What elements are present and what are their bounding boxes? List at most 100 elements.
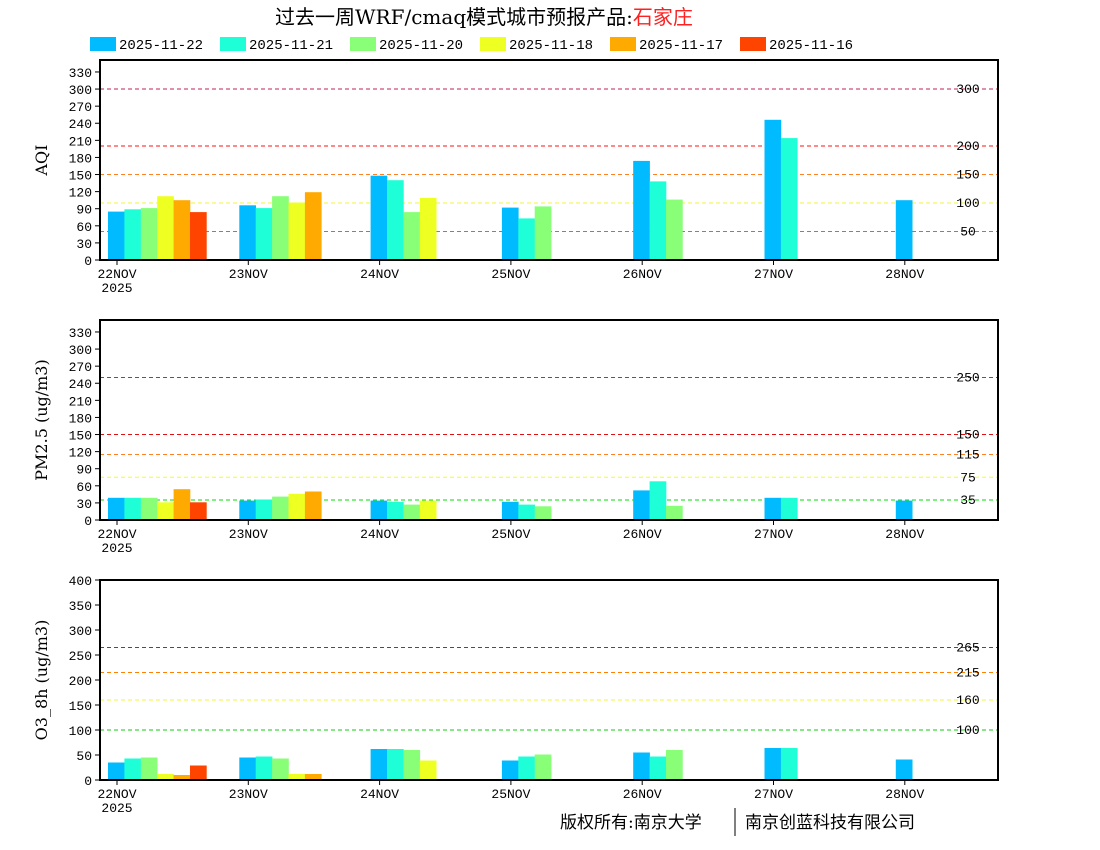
bar-2025-11-22: [239, 205, 256, 260]
bar-2025-11-20: [403, 750, 421, 780]
legend: 2025-11-22 2025-11-21 2025-11-20 2025-11-18…: [90, 37, 853, 54]
threshold-label: 50: [960, 225, 976, 240]
bar-2025-11-20: [140, 757, 158, 780]
plot-frame: [99, 579, 999, 781]
bar-2025-11-21: [255, 208, 273, 260]
y-tick-label: 30: [76, 237, 92, 252]
y-axis-label: O3_8h (ug/m3): [32, 620, 51, 741]
y-tick-label: 50: [76, 749, 92, 764]
y-tick-label: 210: [69, 394, 92, 409]
bar-2025-11-20: [272, 196, 289, 260]
bar-2025-11-20: [272, 496, 289, 520]
y-tick-label: 150: [69, 169, 92, 184]
threshold-label: 150: [956, 428, 979, 443]
bar-2025-11-22: [501, 501, 519, 520]
bar-2025-11-18: [157, 774, 174, 780]
threshold-label: 200: [956, 139, 979, 154]
bar-2025-11-18: [419, 760, 437, 780]
title-main: 过去一周WRF/cmaq模式城市预报产品:: [275, 5, 633, 29]
x-tick-label: 26NOV: [623, 787, 662, 802]
bar-2025-11-18: [157, 196, 174, 260]
x-tick-label: 28NOV: [885, 267, 924, 282]
y-tick-label: 400: [69, 574, 92, 589]
panel-1: 35 75 115 150 250 0 30 60 90 120 150 180 210 240 270 30…: [32, 319, 999, 556]
y-tick-label: 30: [76, 497, 92, 512]
bar-2025-11-22: [633, 160, 650, 260]
bar-2025-11-17: [304, 192, 322, 260]
legend-swatch: [480, 37, 506, 51]
bar-2025-11-22: [370, 500, 388, 520]
bar-2025-11-21: [649, 481, 667, 520]
x-tick-label: 26NOV: [623, 527, 662, 542]
x-year-label: 2025: [101, 541, 132, 556]
bar-2025-11-21: [780, 138, 798, 260]
bar-2025-11-21: [387, 749, 404, 780]
x-tick-label: 25NOV: [491, 787, 530, 802]
y-tick-label: 120: [69, 446, 92, 461]
bar-2025-11-21: [124, 209, 142, 260]
bar-2025-11-22: [501, 207, 519, 260]
legend-swatch: [350, 37, 376, 51]
y-tick-label: 90: [76, 203, 92, 218]
bar-2025-11-21: [649, 181, 667, 260]
panel-0: 50 100 150 200 300 0 30 60 90 120 150 180 210 240 270 3…: [32, 59, 999, 296]
x-tick-label: 24NOV: [360, 267, 399, 282]
legend-label: 2025-11-16: [769, 38, 853, 54]
threshold-label: 160: [956, 693, 979, 708]
x-tick-label: 26NOV: [623, 267, 662, 282]
x-tick-label: 24NOV: [360, 787, 399, 802]
title-city: 石家庄: [633, 5, 693, 29]
y-tick-label: 300: [69, 83, 92, 98]
bar-2025-11-21: [387, 180, 404, 260]
threshold-label: 100: [956, 196, 979, 211]
bar-2025-11-22: [764, 119, 782, 260]
threshold-label: 115: [956, 447, 979, 462]
bar-2025-11-22: [370, 749, 388, 780]
x-tick-label: 27NOV: [754, 527, 793, 542]
y-tick-label: 60: [76, 480, 92, 495]
bar-2025-11-21: [387, 501, 404, 520]
bar-2025-11-22: [895, 759, 913, 780]
bar-2025-11-18: [288, 202, 306, 260]
bar-2025-11-22: [108, 762, 125, 780]
panels: 50 100 150 200 300 0 30 60 90 120 150 180 210 240 270 3…: [32, 59, 999, 816]
bar-2025-11-21: [255, 499, 273, 520]
legend-label: 2025-11-18: [509, 38, 593, 54]
bar-2025-11-20: [272, 758, 289, 780]
bar-2025-11-20: [403, 212, 421, 260]
bar-2025-11-20: [140, 208, 158, 260]
legend-swatch: [610, 37, 636, 51]
bar-2025-11-21: [124, 758, 142, 780]
bar-2025-11-16: [190, 502, 207, 520]
legend-label: 2025-11-17: [639, 38, 723, 54]
bar-2025-11-21: [780, 497, 798, 520]
bar-2025-11-22: [764, 497, 782, 520]
y-tick-label: 270: [69, 360, 92, 375]
chart-title: 过去一周WRF/cmaq模式城市预报产品:石家庄: [275, 5, 693, 29]
y-tick-label: 180: [69, 411, 92, 426]
panel-2: 100 160 215 265 0 50 100 150 200 250 300 350 400 22NO…: [32, 574, 999, 816]
y-tick-label: 350: [69, 599, 92, 614]
bar-2025-11-17: [173, 489, 191, 520]
bar-2025-11-20: [140, 497, 158, 520]
y-tick-label: 120: [69, 186, 92, 201]
x-tick-label: 28NOV: [885, 527, 924, 542]
bar-2025-11-22: [895, 500, 913, 520]
y-tick-label: 0: [84, 514, 92, 529]
bar-2025-11-22: [108, 211, 125, 260]
footer-copyright: 版权所有:南京大学: [560, 813, 702, 833]
bar-2025-11-20: [403, 504, 421, 520]
bar-2025-11-22: [501, 760, 519, 780]
threshold-label: 300: [956, 82, 979, 97]
y-tick-label: 240: [69, 377, 92, 392]
bar-2025-11-22: [370, 175, 388, 260]
plot-frame: [99, 59, 999, 261]
bar-2025-11-22: [764, 748, 782, 780]
y-tick-label: 90: [76, 463, 92, 478]
legend-label: 2025-11-21: [249, 38, 333, 54]
bar-2025-11-20: [534, 506, 552, 520]
bar-2025-11-16: [190, 765, 207, 780]
bar-2025-11-17: [173, 775, 191, 780]
x-tick-label: 28NOV: [885, 787, 924, 802]
